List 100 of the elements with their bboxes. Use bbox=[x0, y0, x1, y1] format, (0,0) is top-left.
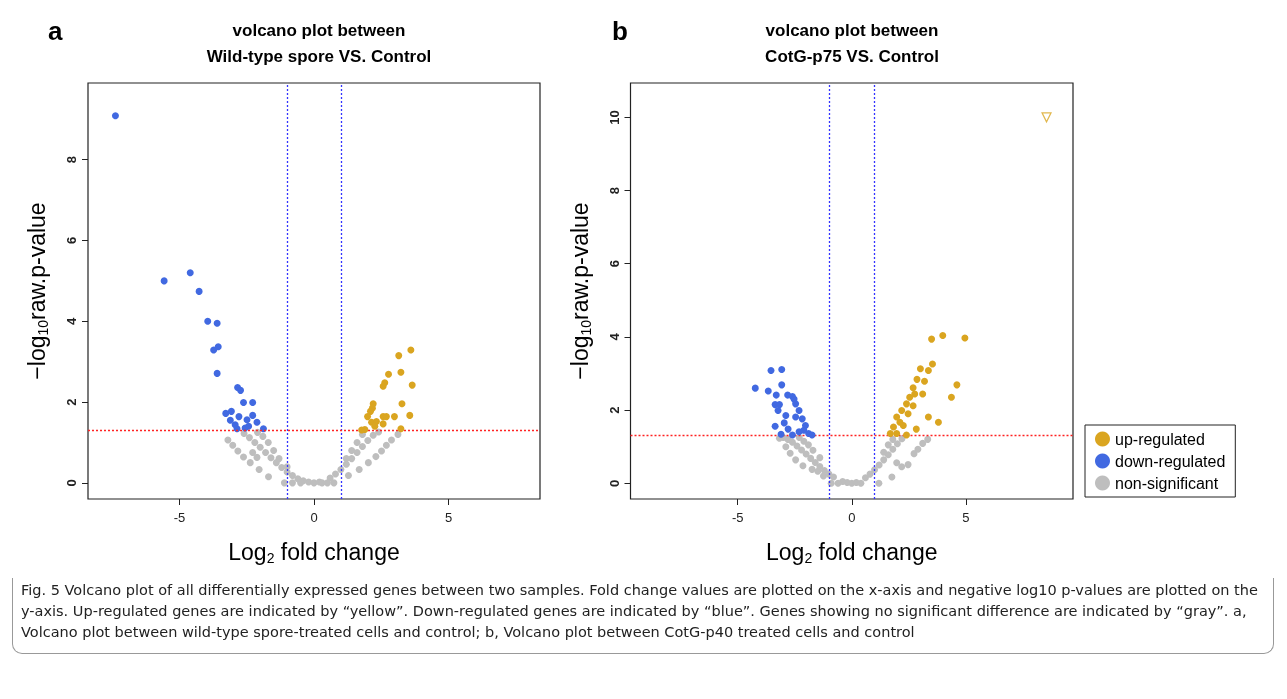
point bbox=[262, 449, 270, 457]
caption: Fig. 5 Volcano plot of all differentially expressed genes between two samples. Fold change values are plotted on the x-axis and negative log10 p-values are plotted on the y-axis. Up-regulated genes are indicated by “yellow”. Down-regulated genes are indicated by “blue”. Genes showing no significant difference are indicated by “gray”. a, Volcano plot between wild-type spore-treated cells and control; b, Volcano plot between CotG-p40 treated cells and control bbox=[12, 578, 1274, 654]
x-tick-label: -5 bbox=[173, 510, 186, 525]
point bbox=[911, 390, 919, 398]
point bbox=[780, 419, 788, 427]
point bbox=[246, 459, 254, 467]
point bbox=[249, 398, 257, 406]
point bbox=[861, 474, 869, 482]
y-tick-label: 2 bbox=[64, 398, 79, 406]
point bbox=[372, 453, 380, 461]
point bbox=[782, 412, 790, 420]
point bbox=[798, 446, 806, 454]
point bbox=[408, 381, 416, 389]
point bbox=[288, 472, 296, 480]
point bbox=[774, 406, 782, 414]
point bbox=[904, 410, 912, 418]
point bbox=[947, 393, 955, 401]
point bbox=[337, 466, 345, 474]
point bbox=[921, 377, 929, 385]
point bbox=[772, 391, 780, 399]
point bbox=[378, 447, 386, 455]
point bbox=[890, 423, 897, 431]
point bbox=[369, 431, 377, 439]
point bbox=[240, 398, 248, 406]
point bbox=[398, 400, 406, 408]
point bbox=[186, 269, 194, 277]
point bbox=[777, 430, 785, 438]
point bbox=[264, 438, 272, 446]
x-tick-label: 5 bbox=[962, 510, 970, 525]
point bbox=[792, 413, 800, 421]
point bbox=[245, 434, 253, 442]
point bbox=[857, 479, 865, 487]
point bbox=[816, 462, 824, 470]
point bbox=[939, 331, 947, 339]
point bbox=[906, 393, 914, 401]
point bbox=[234, 447, 242, 455]
point bbox=[111, 112, 119, 120]
point bbox=[820, 466, 828, 474]
point bbox=[254, 428, 261, 436]
point bbox=[249, 411, 257, 419]
point bbox=[387, 436, 395, 444]
point bbox=[816, 454, 824, 462]
point bbox=[364, 413, 372, 421]
y-tick-label: 4 bbox=[606, 332, 622, 341]
point bbox=[406, 411, 414, 419]
point bbox=[265, 473, 273, 481]
y-tick-label: 10 bbox=[606, 110, 622, 125]
point bbox=[358, 443, 366, 450]
y-tick-label: 2 bbox=[606, 406, 622, 414]
y-tick-label: 8 bbox=[64, 156, 79, 164]
point bbox=[910, 450, 918, 458]
y-tick-label: 6 bbox=[64, 236, 79, 245]
point bbox=[394, 430, 402, 438]
point bbox=[195, 287, 203, 295]
point bbox=[919, 439, 927, 447]
point bbox=[213, 369, 221, 377]
point bbox=[834, 479, 842, 487]
x-tick-label: -5 bbox=[731, 510, 744, 525]
point bbox=[259, 432, 267, 440]
point bbox=[871, 466, 879, 474]
point bbox=[288, 479, 296, 487]
point bbox=[751, 384, 759, 392]
point bbox=[395, 352, 403, 360]
point bbox=[355, 466, 363, 474]
point bbox=[934, 418, 942, 426]
point bbox=[880, 448, 888, 456]
point bbox=[782, 443, 790, 451]
point bbox=[884, 441, 892, 449]
point bbox=[778, 365, 786, 373]
point bbox=[1041, 112, 1052, 123]
legend-label: non-significant bbox=[1115, 474, 1219, 492]
point bbox=[407, 346, 415, 354]
point bbox=[275, 455, 283, 463]
point bbox=[912, 425, 920, 433]
point bbox=[764, 387, 772, 395]
point bbox=[799, 462, 807, 470]
point bbox=[811, 458, 819, 466]
y-axis-title: −log10raw.p-value bbox=[566, 202, 594, 380]
point bbox=[929, 360, 936, 368]
legend-label: up-regulated bbox=[1115, 430, 1205, 448]
point bbox=[348, 447, 356, 455]
point bbox=[913, 375, 921, 383]
point bbox=[924, 413, 932, 421]
text: b bbox=[612, 16, 628, 46]
y-tick-label: 0 bbox=[64, 479, 79, 487]
point bbox=[830, 473, 837, 481]
point bbox=[214, 343, 222, 351]
point bbox=[886, 430, 894, 438]
point bbox=[160, 277, 168, 285]
point bbox=[267, 454, 275, 462]
point bbox=[332, 470, 340, 478]
point bbox=[924, 367, 932, 375]
point bbox=[804, 441, 812, 449]
point bbox=[240, 453, 248, 461]
chart-title: volcano plot between CotG-p75 VS. Control bbox=[765, 20, 939, 66]
point bbox=[364, 459, 372, 467]
y-tick-label: 6 bbox=[606, 260, 622, 268]
point bbox=[893, 413, 901, 421]
point bbox=[903, 400, 910, 408]
x-tick-label: 5 bbox=[444, 510, 453, 525]
